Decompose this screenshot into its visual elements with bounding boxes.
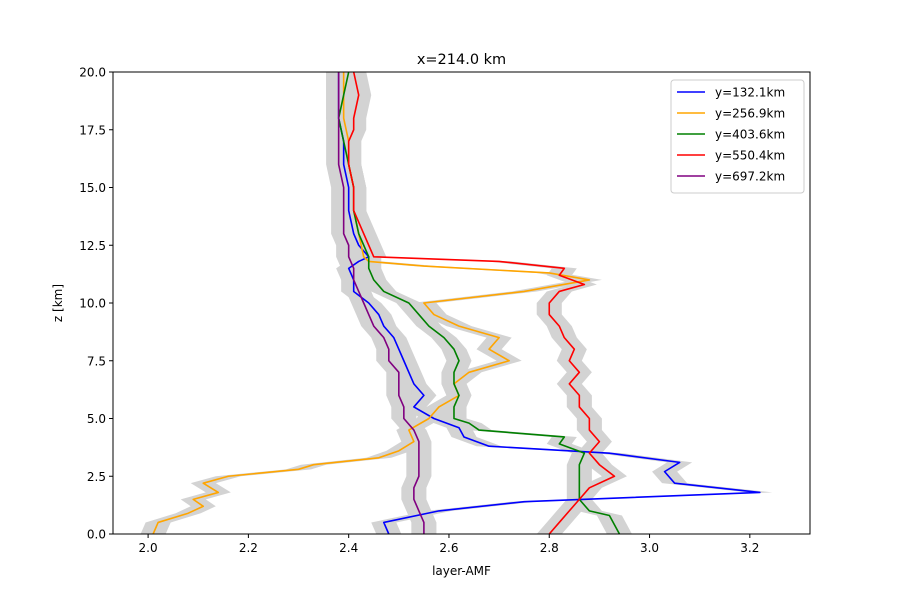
series-line-4 xyxy=(347,71,616,535)
axes: 2.0 2.2 2.4 2.6 2.8 3.0 3.2 0.0 2.5 5.0 7.5 10.0 12.… xyxy=(79,66,811,555)
y-tick-label: 2.5 xyxy=(87,470,106,484)
legend-label-1: y=132.1km xyxy=(715,86,785,100)
legend: y=132.1km y=256.9km y=403.6km y=550.4km y=69… xyxy=(670,79,805,194)
legend-label-3: y=403.6km xyxy=(715,128,785,142)
y-tick-label: 15.0 xyxy=(79,181,106,195)
legend-frame xyxy=(670,79,805,194)
legend-label-4: y=550.4km xyxy=(715,149,785,163)
uncertainty-band-4 xyxy=(336,72,627,534)
chart-title: x=214.0 km xyxy=(417,52,506,68)
legend-label-2: y=256.9km xyxy=(715,107,785,121)
series-line-1 xyxy=(337,72,761,535)
y-tick-label: 12.5 xyxy=(79,239,106,253)
x-axis-label: layer-AMF xyxy=(432,564,491,578)
y-tick-label: 17.5 xyxy=(79,123,106,137)
x-tick-label: 2.4 xyxy=(339,541,358,555)
y-tick-label: 5.0 xyxy=(87,412,106,426)
x-tick-label: 3.0 xyxy=(640,541,659,555)
x-tick-label: 2.0 xyxy=(139,541,158,555)
legend-label-5: y=697.2km xyxy=(715,170,785,184)
y-tick-label: 10.0 xyxy=(79,297,106,311)
x-tick-label: 2.8 xyxy=(540,541,559,555)
series-lines xyxy=(152,71,761,535)
y-tick-label: 20.0 xyxy=(79,66,106,80)
series-line-5 xyxy=(337,72,425,534)
y-tick-label: 7.5 xyxy=(87,354,106,368)
x-tick-label: 2.2 xyxy=(239,541,258,555)
y-tick-label: 0.0 xyxy=(87,528,106,542)
x-tick-label: 3.2 xyxy=(740,541,759,555)
y-axis-label: z [km] xyxy=(51,284,65,322)
x-tick-label: 2.6 xyxy=(439,541,458,555)
